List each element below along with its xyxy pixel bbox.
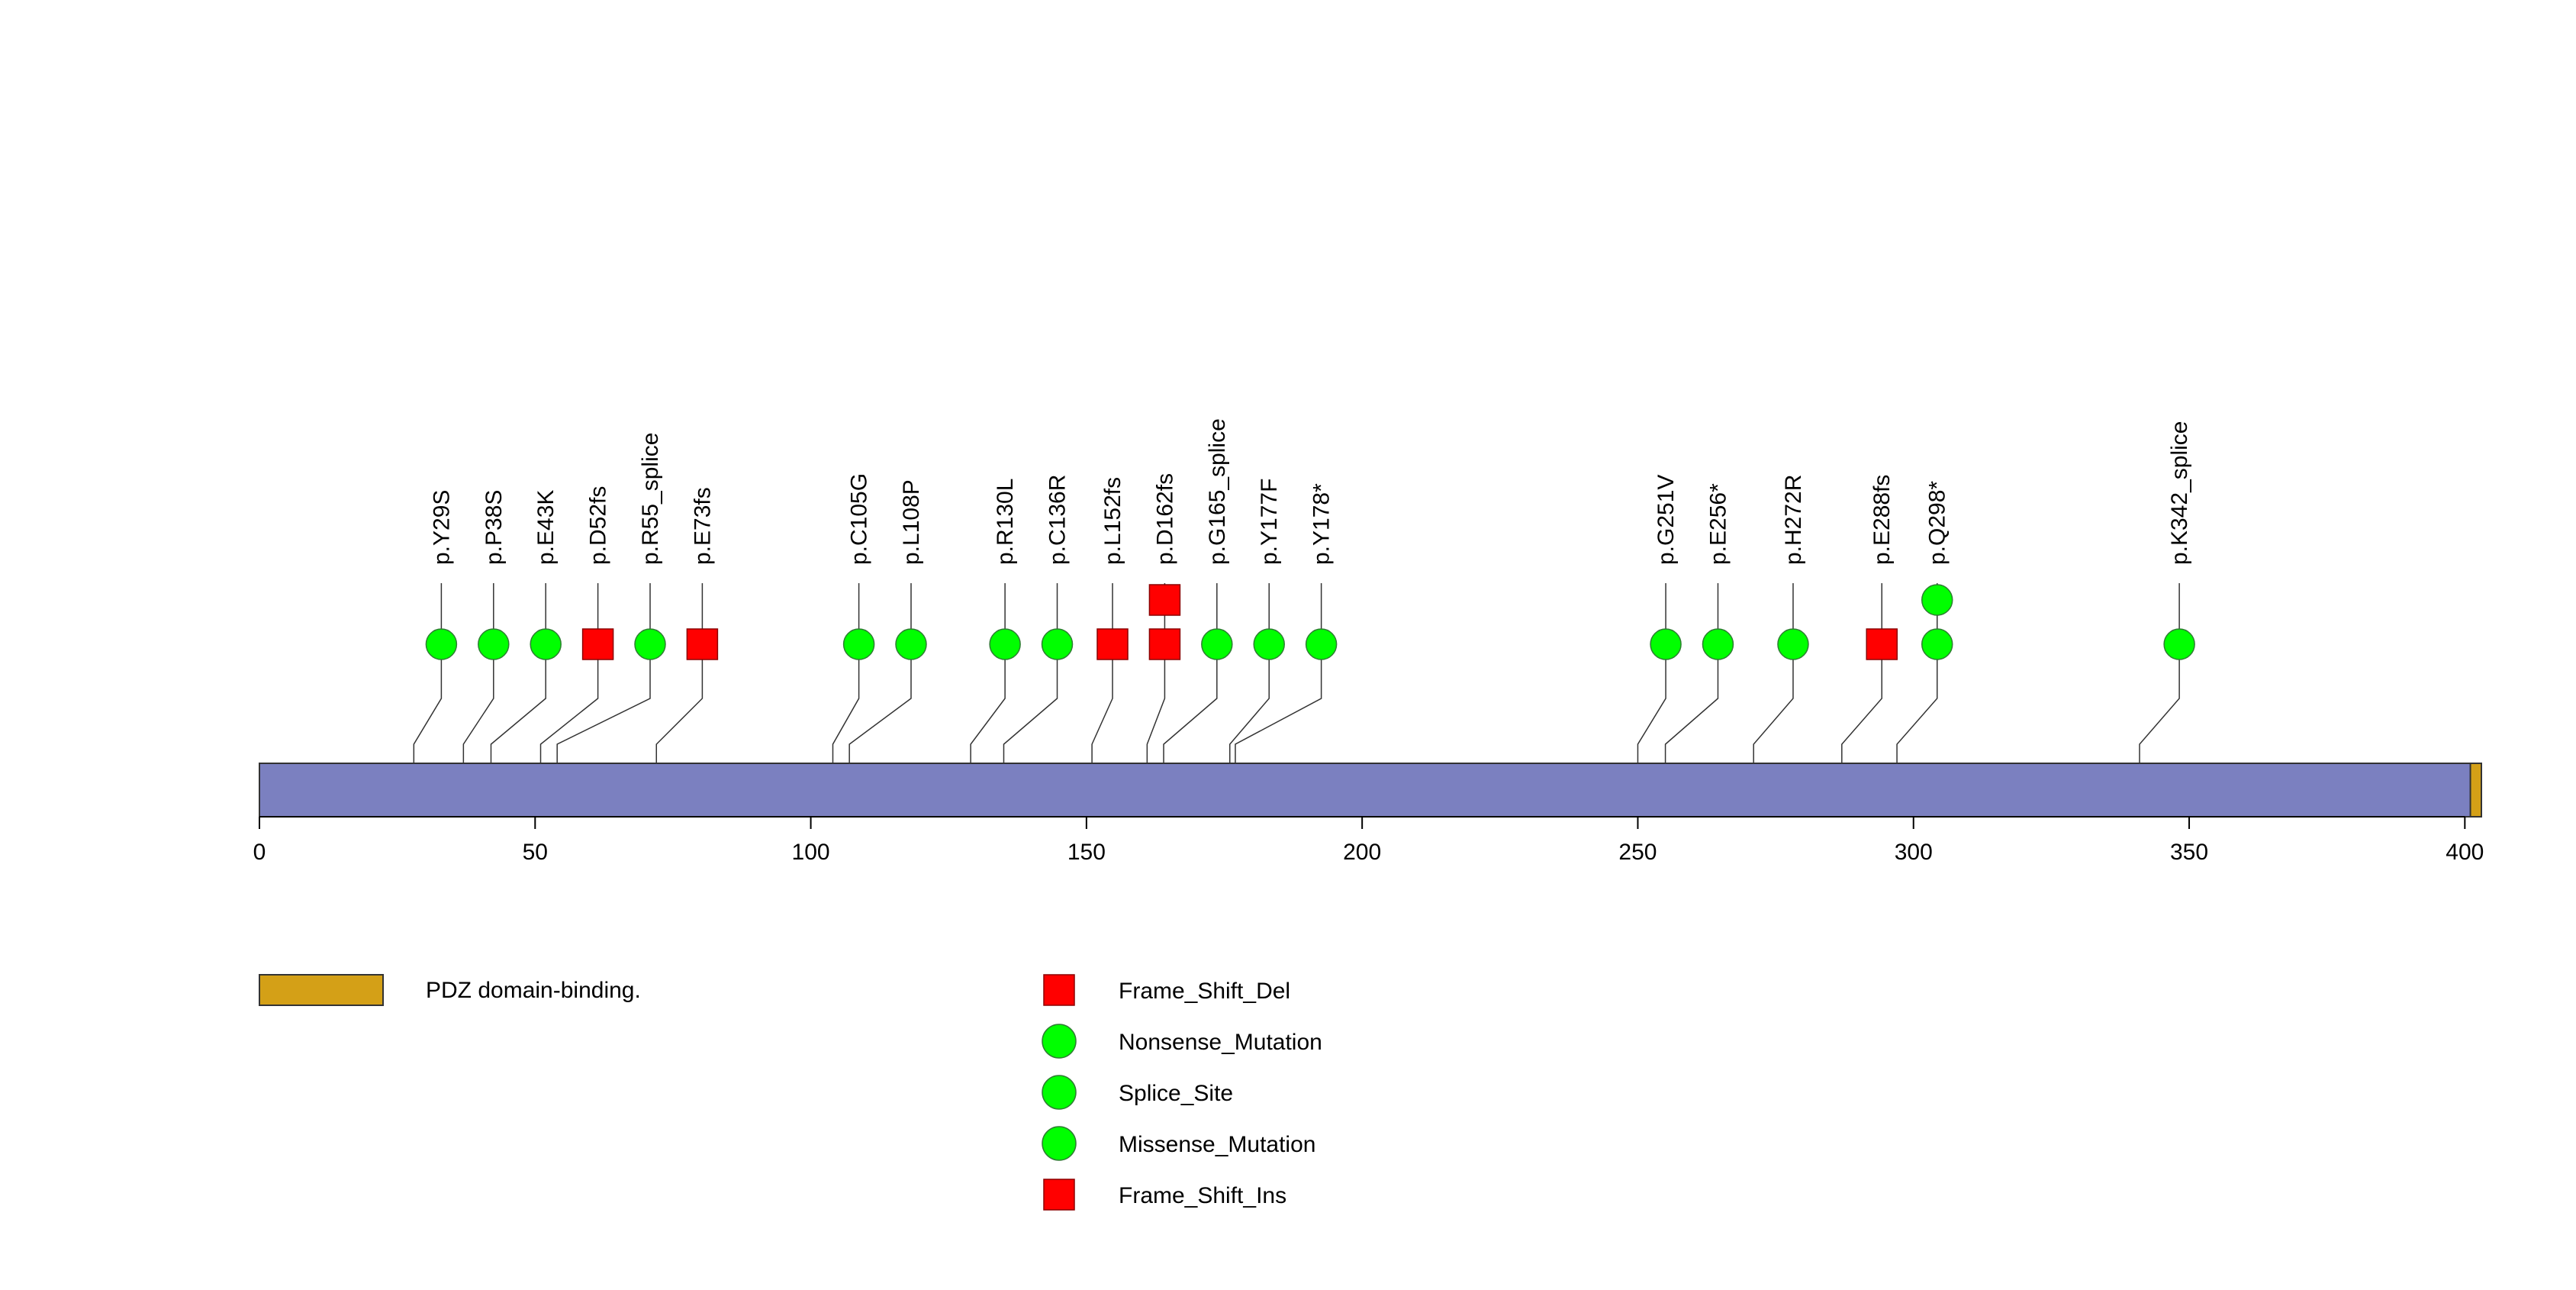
legend-icon-missense-mutation: [1042, 1126, 1077, 1161]
marker-p-e256: [1702, 628, 1734, 660]
marker-p-r130l: [989, 628, 1021, 660]
marker-p-c136r: [1041, 628, 1074, 660]
marker-p-e73fs: [686, 628, 719, 660]
marker-p-l108p: [895, 628, 927, 660]
marker-p-d162fs-2: [1148, 584, 1181, 616]
marker-p-g251v: [1650, 628, 1682, 660]
protein-backbone: [259, 763, 2482, 818]
legend: PDZ domain-binding. Frame_Shift_Del Nonsen…: [259, 974, 1322, 1211]
x-tick-label-400: 400: [2446, 840, 2484, 865]
marker-p-g165-splice: [1201, 628, 1233, 660]
marker-p-e43k: [530, 628, 562, 660]
label-p-e43k: p.E43K: [533, 490, 559, 565]
label-p-e256: p.E256*: [1705, 483, 1731, 565]
label-p-e73fs: p.E73fs: [690, 487, 715, 565]
label-p-h272r: p.H272R: [1781, 475, 1806, 565]
legend-icon-splice-site: [1042, 1075, 1077, 1110]
marker-p-y177f: [1253, 628, 1285, 660]
x-tick-label-250: 250: [1618, 840, 1657, 865]
marker-p-e288fs: [1866, 628, 1898, 660]
label-p-r130l: p.R130L: [993, 479, 1018, 565]
domain-pdz-domain-binding: [2469, 763, 2482, 818]
marker-p-h272r: [1777, 628, 1809, 660]
mutation-markers: [425, 584, 2195, 660]
x-tick-label-300: 300: [1895, 840, 1933, 865]
marker-p-y178: [1305, 628, 1338, 660]
label-p-l108p: p.L108P: [899, 479, 924, 565]
legend-icon-frame-shift-ins: [1043, 1179, 1075, 1211]
x-tick-label-150: 150: [1067, 840, 1106, 865]
label-p-r55-splice: p.R55_splice: [638, 433, 663, 565]
legend-label-missense-mutation: Missense_Mutation: [1119, 1132, 1315, 1157]
label-p-y177f: p.Y177F: [1257, 479, 1282, 565]
x-tick-label-100: 100: [792, 840, 830, 865]
mutation-labels: p.Y29S p.P38S p.E43K p.D52fs p.R55_splice p.E…: [429, 418, 2192, 565]
x-tick-label-200: 200: [1343, 840, 1381, 865]
marker-p-l152fs: [1096, 628, 1129, 660]
legend-label-frame-shift-ins: Frame_Shift_Ins: [1119, 1183, 1286, 1208]
label-p-d52fs: p.D52fs: [586, 486, 611, 565]
legend-domain-label: PDZ domain-binding.: [426, 978, 641, 1003]
marker-p-k342-splice: [2163, 628, 2195, 660]
label-p-c105g: p.C105G: [847, 473, 872, 565]
label-p-c136r: p.C136R: [1045, 475, 1071, 565]
marker-p-d52fs: [581, 628, 614, 660]
x-tick-label-0: 0: [253, 840, 266, 865]
label-p-g251v: p.G251V: [1653, 475, 1679, 565]
marker-p-q298: [1921, 628, 1953, 660]
marker-p-c105g: [842, 628, 875, 660]
marker-p-r55-splice: [634, 628, 666, 660]
legend-icon-frame-shift-del: [1043, 974, 1075, 1006]
x-axis: 0 50 100 150 200 250 300 350 400: [253, 816, 2484, 865]
legend-label-splice-site: Splice_Site: [1119, 1081, 1233, 1106]
x-tick-label-50: 50: [523, 840, 548, 865]
label-p-q298: p.Q298*: [1925, 481, 1950, 565]
marker-p-p38s: [478, 628, 510, 660]
x-tick-label-350: 350: [2170, 840, 2208, 865]
label-p-e288fs: p.E288fs: [1869, 475, 1895, 565]
label-p-y178: p.Y178*: [1309, 483, 1335, 565]
label-p-y29s: p.Y29S: [429, 490, 454, 565]
legend-domain-swatch: [259, 974, 384, 1006]
marker-p-q298-2: [1921, 584, 1953, 616]
legend-label-frame-shift-del: Frame_Shift_Del: [1119, 979, 1290, 1004]
marker-p-y29s: [425, 628, 458, 660]
label-p-d162fs: p.D162fs: [1152, 473, 1177, 565]
protein-backbone-group: [259, 763, 2482, 818]
label-p-p38s: p.P38S: [481, 490, 507, 565]
marker-p-d162fs: [1148, 628, 1181, 660]
label-p-k342-splice: p.K342_splice: [2167, 421, 2192, 565]
legend-label-nonsense-mutation: Nonsense_Mutation: [1119, 1030, 1322, 1055]
legend-icon-nonsense-mutation: [1042, 1024, 1077, 1059]
label-p-l152fs: p.L152fs: [1100, 477, 1125, 565]
label-p-g165-splice: p.G165_splice: [1205, 418, 1230, 565]
